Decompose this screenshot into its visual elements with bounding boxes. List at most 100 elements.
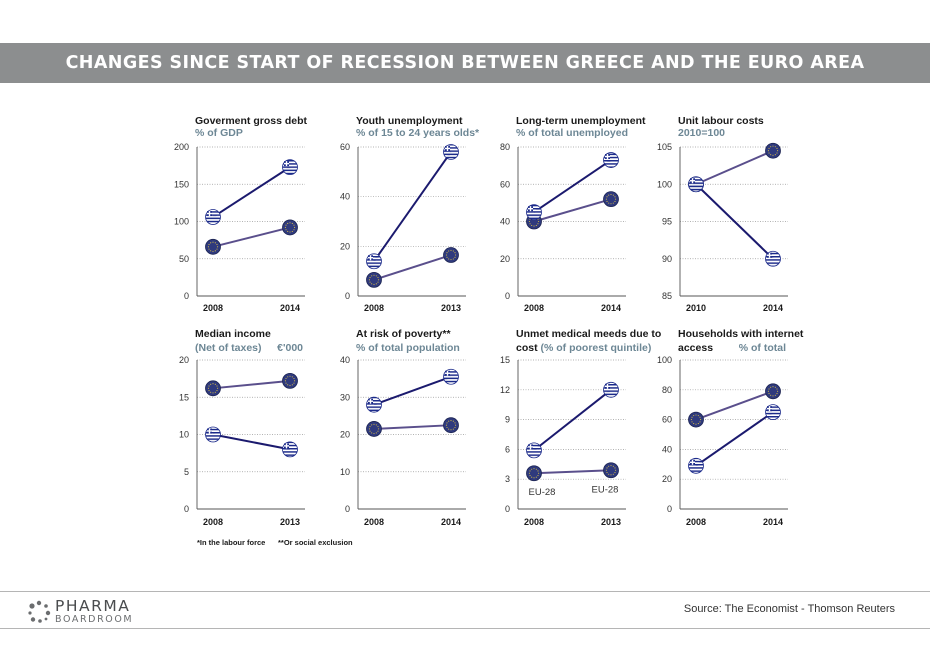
logo-dots-icon	[28, 600, 51, 623]
eu-star	[289, 231, 291, 233]
eu-star	[216, 385, 218, 387]
eu-star	[608, 194, 610, 196]
x-tick-label: 2014	[763, 517, 783, 527]
eu-star	[287, 376, 289, 378]
pharma-boardroom-logo[interactable]: PHARMA BOARDROOM	[27, 597, 157, 627]
eu-star	[284, 226, 286, 229]
eu-star	[531, 468, 533, 470]
eu-star	[452, 428, 454, 430]
eu-star	[446, 426, 448, 429]
y-tick-label: 40	[662, 444, 672, 454]
eu-flag-marker	[688, 411, 704, 428]
eu-star	[606, 467, 608, 469]
eu-star	[533, 477, 535, 479]
eu-star	[770, 386, 772, 388]
y-tick-label: 0	[184, 504, 189, 514]
greece-flag-cross-h	[605, 155, 610, 158]
eu-star	[217, 387, 219, 389]
eu-star	[375, 283, 377, 285]
greece-flag-cross-h	[690, 461, 695, 463]
eu-star	[776, 393, 778, 395]
y-tick-label: 60	[340, 142, 350, 152]
greece-series-line	[212, 433, 291, 451]
eu-star	[538, 472, 540, 474]
y-tick-label: 6	[505, 444, 510, 454]
euro-series-line	[212, 226, 291, 248]
eu-star	[373, 423, 375, 425]
greece-series-line	[373, 151, 452, 262]
eu-star	[768, 388, 770, 390]
chart-panel: Long-term unemployment% of total unemplo…	[500, 115, 646, 313]
eu-star	[535, 224, 537, 227]
y-tick-label: 20	[340, 241, 350, 251]
eu-star	[605, 198, 607, 200]
chart-title: Unit labour costs	[678, 115, 764, 127]
chart-subtitle: % of total population	[356, 342, 460, 354]
eu-star	[691, 416, 693, 418]
eu-flag-marker	[366, 271, 382, 288]
eu-star	[529, 470, 531, 472]
eu-star	[289, 384, 291, 387]
eu-star	[531, 224, 533, 227]
y-tick-label: 3	[505, 474, 510, 484]
chart-title: At risk of poverty**	[356, 328, 451, 340]
eu-star	[371, 432, 373, 434]
y-tick-label: 60	[662, 415, 672, 425]
y-tick-label: 105	[657, 142, 672, 152]
greece-flag-cross-h	[284, 445, 289, 447]
eu-star	[700, 419, 702, 421]
x-tick-label: 2010	[686, 303, 706, 313]
eu-star	[207, 387, 209, 389]
eu-star	[210, 242, 212, 244]
greece-flag-cross-h	[445, 372, 450, 374]
eu-star	[610, 203, 612, 205]
eu-flag-marker	[603, 191, 619, 208]
eu-star	[369, 277, 371, 279]
eu-star	[446, 252, 448, 254]
chart-panel: Goverment gross debt% of GDP 0 50 100 150 200…	[174, 115, 308, 313]
eu-star	[208, 385, 210, 387]
x-tick-label: 2014	[280, 303, 300, 313]
eu-star	[777, 390, 779, 392]
eu-star	[608, 202, 610, 204]
eu-star	[377, 426, 379, 428]
eu-star	[446, 422, 448, 424]
greece-series-line	[695, 411, 774, 467]
y-tick-label: 30	[340, 392, 350, 402]
eu-star	[528, 472, 530, 474]
eu-star	[699, 416, 701, 418]
greece-flag-cross-h	[445, 147, 450, 150]
eu-star	[772, 154, 774, 156]
eu-star	[454, 426, 456, 429]
eu-star	[697, 423, 699, 425]
eu-star	[368, 428, 370, 430]
eu-star	[216, 243, 218, 246]
y-tick-label: 0	[505, 291, 510, 301]
eu-star	[535, 476, 537, 478]
eu-star	[287, 230, 289, 232]
eu-star	[208, 243, 210, 246]
eu-flag-marker	[526, 465, 542, 482]
eu-star	[448, 258, 450, 260]
eu-star	[210, 391, 212, 393]
chart-title: Households with internet	[678, 328, 804, 340]
eu-star	[455, 424, 457, 426]
greece-flag-cross-h	[767, 407, 772, 410]
eu-star	[371, 424, 373, 426]
eu-star	[212, 241, 214, 243]
chart-subtitle: (Net of taxes)	[195, 342, 262, 354]
eu-star	[448, 250, 450, 252]
eu-star	[369, 281, 371, 283]
chart-title-suffix: (% of poorest quintile)	[538, 342, 652, 354]
chart-panel: Youth unemployment% of 15 to 24 years ol…	[340, 115, 480, 313]
greece-series-line	[695, 183, 774, 260]
eu-star	[537, 474, 539, 477]
y-tick-label: 80	[662, 385, 672, 395]
eu-star	[768, 152, 770, 154]
y-tick-label: 20	[340, 430, 350, 440]
eu-star	[772, 386, 774, 388]
euro-series-line	[533, 198, 612, 223]
y-tick-label: 60	[500, 179, 510, 189]
y-tick-label: 10	[179, 430, 189, 440]
